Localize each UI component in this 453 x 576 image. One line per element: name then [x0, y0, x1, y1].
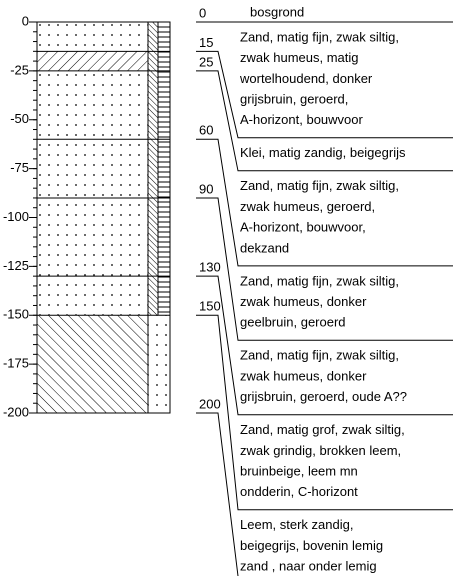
depth-label: 25	[199, 54, 213, 69]
depth-label: 60	[199, 123, 213, 138]
side-strip	[158, 197, 170, 277]
layer-description: ondderin, C-horizont	[240, 484, 358, 499]
depth-connector	[196, 138, 453, 267]
layer-description: beigegrijs, bovenin lemig	[240, 538, 383, 553]
side-strip	[158, 22, 170, 52]
layer-description: zwak humeus, donker	[240, 294, 367, 309]
depth-connector	[196, 70, 453, 172]
soil-layer	[37, 22, 148, 52]
depth-label: 15	[199, 35, 213, 50]
axis-tick-label: -100	[3, 209, 29, 224]
side-strip	[148, 51, 158, 71]
depth-label: 200	[199, 396, 221, 411]
side-strip	[148, 22, 158, 52]
layer-description: zand , naar onder lemig	[240, 559, 377, 574]
axis-tick-label: 0	[22, 13, 29, 28]
layer-description: zwak grindig, brokken leem,	[240, 443, 401, 458]
depth-label: 150	[199, 299, 221, 314]
depth-label: 0	[199, 5, 206, 20]
layer-description: bruinbeige, leem mn	[240, 464, 358, 479]
side-strip	[158, 139, 170, 198]
layer-description: Leem, sterk zandig,	[240, 517, 353, 532]
axis-tick-label: -125	[3, 258, 29, 273]
depth-label: 90	[199, 181, 213, 196]
axis-tick-label: -150	[3, 307, 29, 322]
soil-layer	[37, 70, 148, 140]
layer-description: Klei, matig zandig, beigegrijs	[240, 145, 406, 160]
side-strip	[148, 139, 158, 198]
soil-layer	[37, 197, 148, 277]
layer-description: Zand, matig fijn, zwak siltig,	[240, 178, 399, 193]
layer-description: A-horizont, bouwvoor	[240, 112, 364, 127]
axis-tick-label: -50	[10, 111, 29, 126]
layer-description: Zand, matig grof, zwak siltig,	[240, 422, 405, 437]
side-strip	[158, 276, 170, 316]
axis-tick-label: -200	[3, 404, 29, 419]
side-strip	[158, 70, 170, 140]
soil-layer	[37, 139, 148, 198]
layer-description: Zand, matig fijn, zwak siltig,	[240, 273, 399, 288]
layer-description: zwak humeus, donker	[240, 368, 367, 383]
layer-description: grijsbruin, geroerd, oude A??	[240, 389, 407, 404]
axis-tick-label: -75	[10, 160, 29, 175]
soil-layer	[37, 315, 148, 413]
layer-description: grijsbruin, geroerd,	[240, 92, 348, 107]
layer-description: dekzand	[240, 240, 289, 255]
layer-description: zwak humeus, matig	[240, 50, 359, 65]
axis-tick-label: -25	[10, 62, 29, 77]
depth-connector	[196, 412, 239, 576]
layer-description: Zand, matig fijn, zwak siltig,	[240, 348, 399, 363]
layer-description: zwak humeus, geroerd,	[240, 199, 375, 214]
depth-connector	[196, 275, 453, 416]
soil-layer	[37, 51, 148, 71]
layer-description: Zand, matig fijn, zwak siltig,	[240, 29, 399, 44]
side-strip	[158, 51, 170, 71]
axis-tick-label: -175	[3, 356, 29, 371]
depth-connector	[196, 314, 453, 511]
side-strip	[148, 70, 158, 140]
layer-description: geelbruin, geroerd	[240, 315, 346, 330]
depth-connector	[196, 197, 453, 341]
depth-connector	[196, 50, 453, 139]
soil-layer	[37, 276, 148, 316]
layer-description: wortelhoudend, donker	[239, 71, 373, 86]
layer-description: A-horizont, bouwvoor,	[240, 220, 366, 235]
side-strip	[148, 276, 158, 316]
side-strip	[148, 315, 170, 413]
side-strip	[148, 197, 158, 277]
layer-description: bosgrond	[250, 4, 304, 19]
depth-label: 130	[199, 260, 221, 275]
